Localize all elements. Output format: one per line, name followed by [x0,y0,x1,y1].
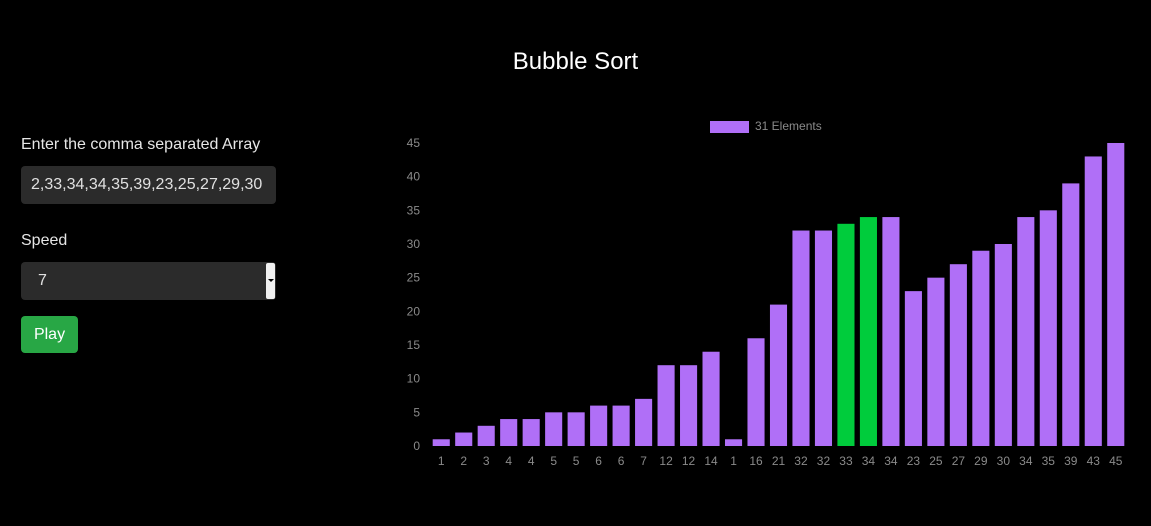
bar [1107,143,1125,446]
play-button[interactable]: Play [21,316,78,353]
x-tick-label: 35 [1042,454,1056,468]
bar [724,439,743,446]
y-tick-label: 25 [407,271,421,285]
y-tick-label: 15 [407,338,421,352]
y-tick-label: 10 [407,372,421,386]
bar [702,351,720,446]
dropdown-arrow-icon[interactable] [266,263,275,299]
x-tick-label: 1 [438,454,445,468]
x-tick-label: 27 [952,454,966,468]
y-tick-label: 35 [407,203,421,217]
bar [859,217,877,446]
x-tick-label: 4 [505,454,512,468]
bar [1062,183,1080,446]
x-tick-label: 6 [595,454,602,468]
y-tick-label: 45 [407,136,421,150]
x-tick-label: 7 [640,454,647,468]
bar [612,405,630,446]
x-tick-label: 4 [528,454,535,468]
bar [500,419,518,446]
array-input[interactable] [21,166,276,204]
y-tick-label: 0 [413,439,420,453]
x-tick-label: 29 [974,454,988,468]
x-tick-label: 12 [682,454,696,468]
bar [747,338,765,446]
bar [1017,217,1035,446]
x-tick-label: 6 [618,454,625,468]
x-tick-label: 23 [907,454,921,468]
bar [972,250,990,446]
x-tick-label: 2 [460,454,467,468]
y-axis: 0 5 10 15 20 25 30 35 40 45 [407,136,421,453]
bar [994,244,1012,446]
controls-panel: Enter the comma separated Array Speed 7 … [21,136,276,353]
bar [522,419,540,446]
x-tick-label: 14 [704,454,718,468]
x-tick-label: 34 [884,454,898,468]
x-tick-label: 3 [483,454,490,468]
x-tick-label: 30 [997,454,1011,468]
bar [432,439,450,446]
x-tick-label: 39 [1064,454,1078,468]
bar [882,217,900,446]
x-tick-label: 34 [1019,454,1033,468]
x-tick-label: 12 [659,454,673,468]
x-tick-label: 34 [862,454,876,468]
bar [477,425,495,446]
bar [657,365,675,446]
x-tick-label: 21 [772,454,786,468]
x-tick-label: 1 [730,454,737,468]
x-tick-label: 25 [929,454,943,468]
bar [1039,210,1057,446]
array-label: Enter the comma separated Array [21,136,261,153]
x-axis: 1 2 3 4 4 5 5 6 6 7 12 12 14 1 16 21 32 32 33 34 34 23 25 27 29 3… [438,454,1123,468]
bar [792,230,810,446]
speed-label: Speed [21,232,68,249]
bar [680,365,698,446]
x-tick-label: 5 [550,454,557,468]
bar [1084,156,1102,446]
y-tick-label: 40 [407,170,421,184]
bar [814,230,833,446]
legend-swatch [710,121,749,133]
bar [927,277,945,446]
speed-value: 7 [38,272,47,289]
x-tick-label: 45 [1109,454,1123,468]
y-tick-label: 30 [407,237,421,251]
x-tick-label: 32 [817,454,831,468]
x-tick-label: 16 [749,454,763,468]
bar [567,412,585,446]
bar [635,398,653,446]
chart-legend: 31 Elements [710,119,822,133]
bar [837,223,855,446]
legend-label: 31 Elements [755,119,822,133]
page-title: Bubble Sort [512,48,639,75]
bar [904,291,922,446]
bar [590,405,608,446]
bar [769,304,788,446]
bar [455,432,473,446]
bar [949,264,967,446]
y-tick-label: 5 [413,405,420,419]
x-tick-label: 33 [839,454,853,468]
bars [432,143,1125,446]
speed-select[interactable]: 7 [21,262,276,300]
x-tick-label: 32 [794,454,808,468]
bar [545,412,563,446]
y-tick-label: 20 [407,304,421,318]
x-tick-label: 43 [1087,454,1101,468]
x-tick-label: 5 [573,454,580,468]
